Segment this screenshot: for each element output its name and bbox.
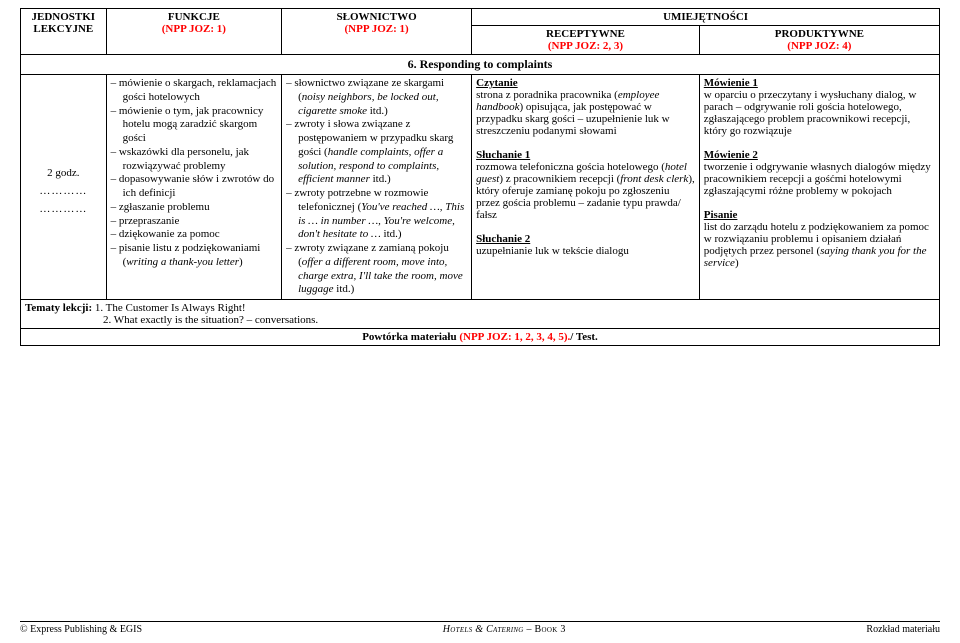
header-vocab-npp: (NPP JOZ: 1) xyxy=(345,23,409,35)
review-pre: Powtórka materiału xyxy=(362,331,459,343)
list-item: zwroty i słowa związane z postępowaniem … xyxy=(286,118,467,187)
vocab-list: słownictwo związane ze skargami (noisy n… xyxy=(286,77,467,297)
list-item: zgłaszanie problemu xyxy=(111,201,277,215)
listening1-text: rozmowa telefoniczna gościa hotelowego (… xyxy=(476,161,695,221)
writing-heading: Pisanie xyxy=(704,209,935,221)
topic-1: 1. The Customer Is Always Right! xyxy=(95,302,246,314)
productive-cell: Mówienie 1 w oparciu o przeczytany i wys… xyxy=(699,75,939,300)
topics-label: Tematy lekcji: xyxy=(25,302,92,314)
speaking1-text: w oparciu o przeczytany i wysłuchany dia… xyxy=(704,89,935,137)
header-units-l2: LEKCYJNE xyxy=(33,23,93,35)
header-skills-group: UMIEJĘTNOŚCI xyxy=(472,9,940,26)
list-item: zwroty związane z zamianą pokoju (offer … xyxy=(286,242,467,297)
topic-2: 2. What exactly is the situation? – conv… xyxy=(103,314,318,326)
listening2-heading: Słuchanie 2 xyxy=(476,233,695,245)
header-skills-l1: UMIEJĘTNOŚCI xyxy=(663,11,748,23)
listening1-heading: Słuchanie 1 xyxy=(476,149,695,161)
list-item: dziękowanie za pomoc xyxy=(111,228,277,242)
receptive-cell: Czytanie strona z poradnika pracownika (… xyxy=(472,75,700,300)
writing-text: list do zarządu hotelu z podziękowaniem … xyxy=(704,221,935,269)
dots-1: ………… xyxy=(25,179,102,197)
header-functions: FUNKCJE (NPP JOZ: 1) xyxy=(106,9,281,55)
speaking1-heading: Mówienie 1 xyxy=(704,77,935,89)
review-npp: (NPP JOZ: 1, 2, 3, 4, 5). xyxy=(459,331,570,343)
review-cell: Powtórka materiału (NPP JOZ: 1, 2, 3, 4,… xyxy=(21,329,940,346)
list-item: dopasowywanie słów i zwrotów do ich defi… xyxy=(111,173,277,201)
reading-text: strona z poradnika pracownika (employee … xyxy=(476,89,695,137)
functions-list: mówienie o skargach, reklamacjach gości … xyxy=(111,77,277,270)
header-receptive-l1: RECEPTYWNE xyxy=(546,28,625,40)
page-footer: © Express Publishing & EGIS Hotels & Cat… xyxy=(20,621,940,635)
header-receptive: RECEPTYWNE (NPP JOZ: 2, 3) xyxy=(472,26,700,55)
header-vocab-l1: SŁOWNICTWO xyxy=(337,11,417,23)
list-item: słownictwo związane ze skargami (noisy n… xyxy=(286,77,467,118)
list-item: zwroty potrzebne w rozmowie telefoniczne… xyxy=(286,187,467,242)
dots-2: ………… xyxy=(25,197,102,215)
content-row: 2 godz. ………… ………… mówienie o skargach, r… xyxy=(21,75,940,300)
vocab-cell: słownictwo związane ze skargami (noisy n… xyxy=(282,75,472,300)
footer-right: Rozkład materiału xyxy=(866,624,940,635)
header-functions-npp: (NPP JOZ: 1) xyxy=(162,23,226,35)
header-productive-npp: (NPP JOZ: 4) xyxy=(787,40,851,52)
section-title: 6. Responding to complaints xyxy=(21,55,940,75)
hours-text: 2 godz. xyxy=(25,77,102,179)
header-functions-l1: FUNKCJE xyxy=(168,11,220,23)
header-vocab: SŁOWNICTWO (NPP JOZ: 1) xyxy=(282,9,472,55)
curriculum-table: JEDNOSTKI LEKCYJNE FUNKCJE (NPP JOZ: 1) … xyxy=(20,8,940,346)
footer-left: © Express Publishing & EGIS xyxy=(20,624,142,635)
reading-heading: Czytanie xyxy=(476,77,695,89)
listening2-text: uzupełnianie luk w tekście dialogu xyxy=(476,245,695,257)
header-units: JEDNOSTKI LEKCYJNE xyxy=(21,9,107,55)
list-item: przepraszanie xyxy=(111,215,277,229)
list-item: wskazówki dla personelu, jak rozwiązywać… xyxy=(111,146,277,174)
speaking2-heading: Mówienie 2 xyxy=(704,149,935,161)
functions-cell: mówienie o skargach, reklamacjach gości … xyxy=(106,75,281,300)
header-productive: PRODUKTYWNE (NPP JOZ: 4) xyxy=(699,26,939,55)
footer-center: Hotels & Catering – Book 3 xyxy=(443,624,566,635)
hours-cell: 2 godz. ………… ………… xyxy=(21,75,107,300)
speaking2-text: tworzenie i odgrywanie własnych dialogów… xyxy=(704,161,935,197)
header-productive-l1: PRODUKTYWNE xyxy=(775,28,864,40)
header-units-l1: JEDNOSTKI xyxy=(32,11,96,23)
review-post: / Test. xyxy=(570,331,598,343)
list-item: mówienie o tym, jak pracownicy hotelu mo… xyxy=(111,105,277,146)
header-receptive-npp: (NPP JOZ: 2, 3) xyxy=(548,40,623,52)
list-item: pisanie listu z podziękowaniami (writing… xyxy=(111,242,277,270)
list-item: mówienie o skargach, reklamacjach gości … xyxy=(111,77,277,105)
topics-cell: Tematy lekcji: 1. The Customer Is Always… xyxy=(21,300,940,329)
